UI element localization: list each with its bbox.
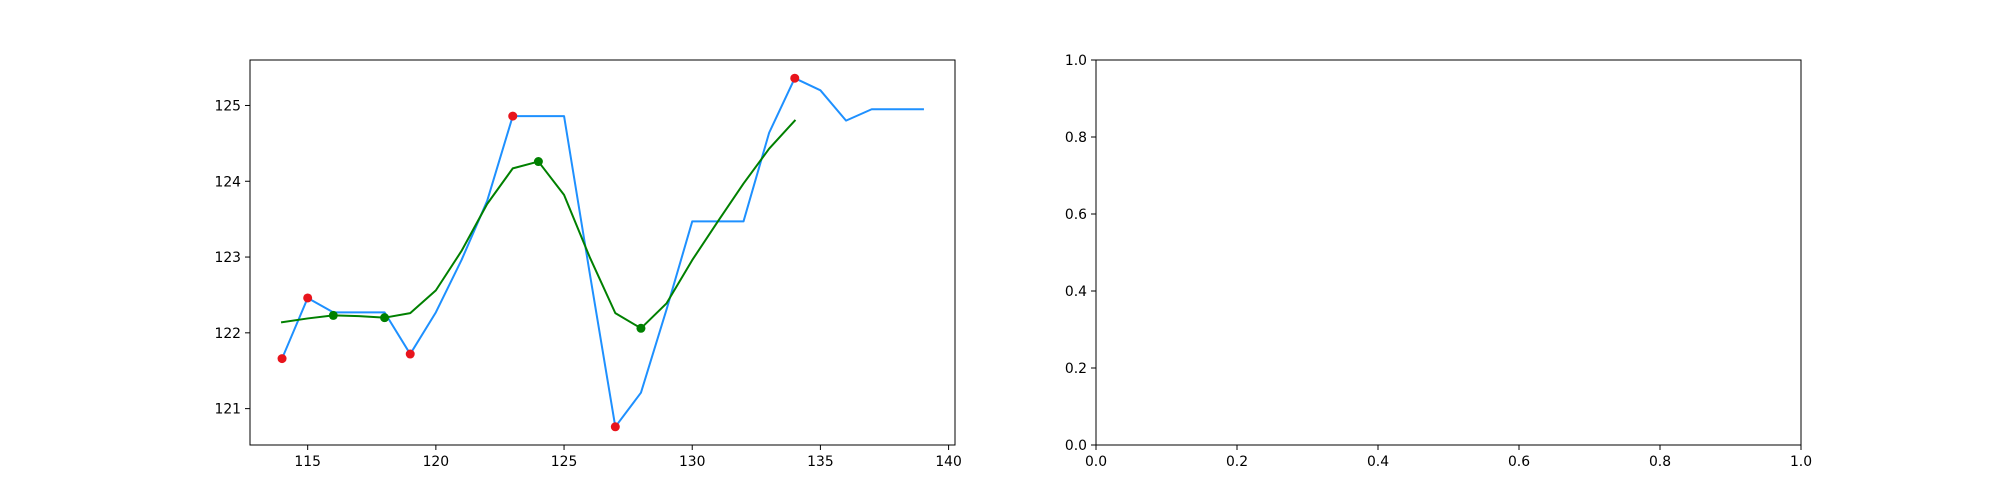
x-tick-label-2: 0.4 — [1367, 454, 1389, 470]
y-tick-label-2: 123 — [214, 250, 241, 266]
x-tick-label-3: 0.6 — [1508, 454, 1530, 470]
marker-1-point-3 — [636, 323, 646, 333]
x-tick-label-4: 0.8 — [1649, 454, 1671, 470]
y-tick-label-4: 0.8 — [1065, 130, 1087, 146]
x-tick-label-0: 115 — [294, 454, 321, 470]
marker-1-point-0 — [328, 310, 338, 320]
y-tick-label-5: 1.0 — [1065, 53, 1087, 69]
y-tick-label-1: 0.2 — [1065, 361, 1087, 377]
marker-0-point-0 — [277, 354, 287, 364]
marker-1-point-1 — [380, 313, 390, 323]
marker-0-point-2 — [405, 349, 415, 359]
x-tick-label-0: 0.0 — [1085, 454, 1107, 470]
y-tick-label-0: 121 — [214, 402, 241, 418]
marker-0-point-4 — [610, 422, 620, 432]
axes-frame — [249, 59, 956, 446]
y-tick-label-1: 122 — [214, 326, 241, 342]
series-line-0 — [280, 77, 924, 428]
series-line-1 — [280, 119, 797, 330]
x-tick-label-1: 120 — [423, 454, 450, 470]
right-axes: 0.0 0.2 0.4 0.6 0.8 1.0 0.0 0.2 0.4 0.6 0.8 1.0 — [1065, 53, 1812, 470]
left-axes: 115 120 125 130 135 140 121 122 123 124 125 — [214, 59, 962, 470]
x-tick-label-5: 140 — [935, 454, 962, 470]
marker-1-point-2 — [533, 157, 543, 167]
x-tick-label-2: 125 — [551, 454, 578, 470]
marker-0-point-5 — [790, 73, 800, 83]
y-tick-label-3: 124 — [214, 174, 241, 190]
x-tick-label-4: 135 — [807, 454, 834, 470]
x-tick-label-1: 0.2 — [1226, 454, 1248, 470]
x-tick-label-5: 1.0 — [1790, 454, 1812, 470]
axes-frame — [1095, 59, 1802, 446]
y-tick-label-2: 0.4 — [1065, 284, 1087, 300]
y-tick-label-0: 0.0 — [1065, 438, 1087, 454]
y-tick-label-4: 125 — [214, 98, 241, 114]
y-tick-label-3: 0.6 — [1065, 207, 1087, 223]
marker-0-point-3 — [508, 111, 518, 121]
marker-0-point-1 — [303, 293, 313, 303]
x-tick-label-3: 130 — [679, 454, 706, 470]
